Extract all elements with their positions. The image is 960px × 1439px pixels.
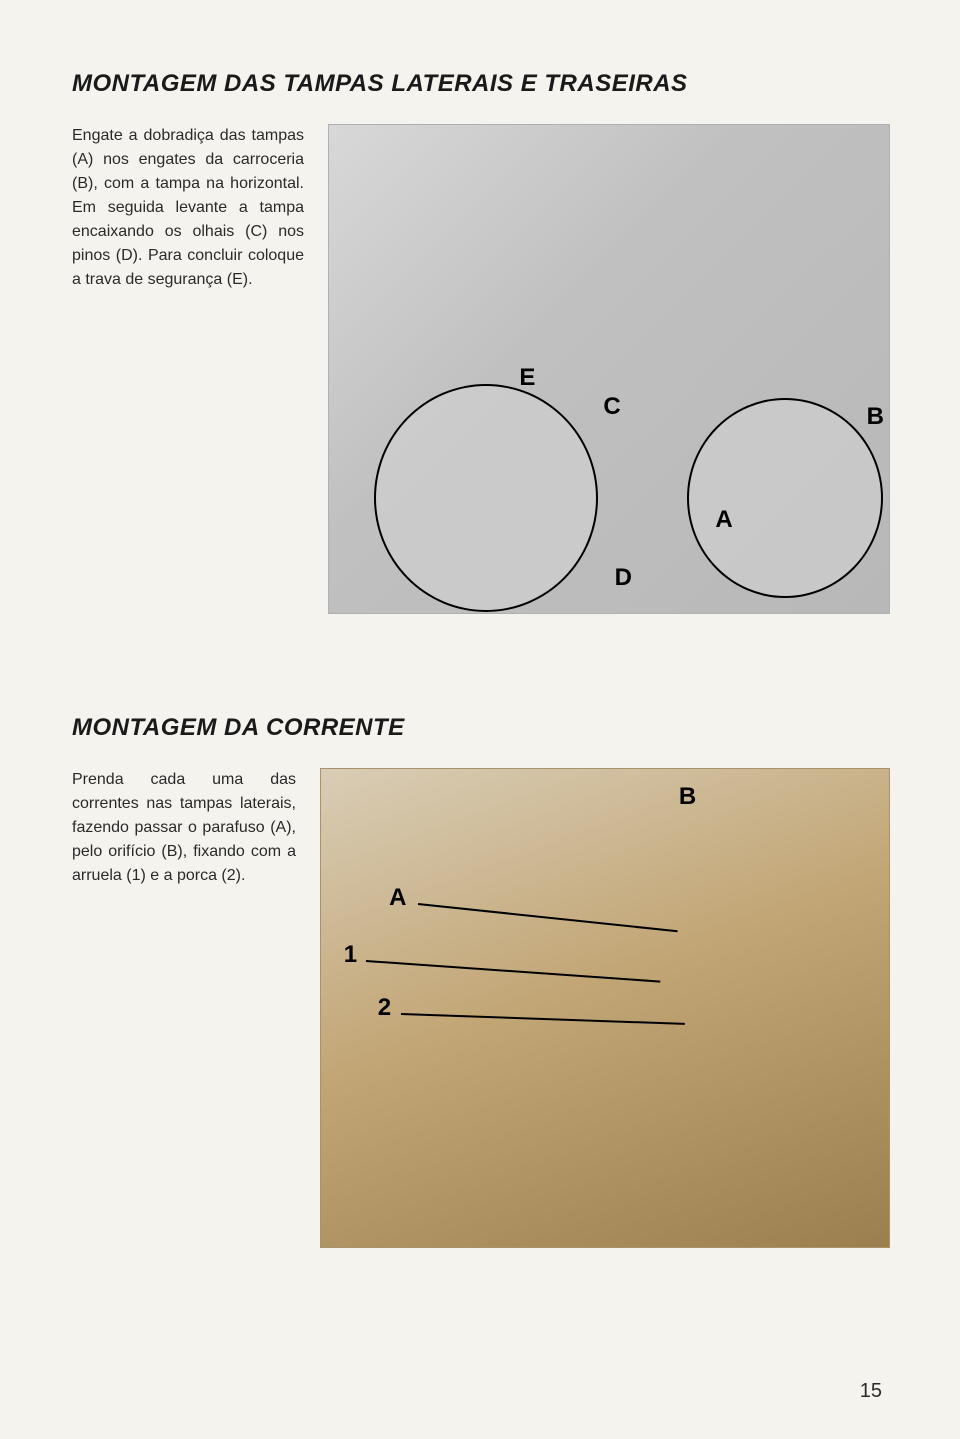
section1-title: MONTAGEM DAS TAMPAS LATERAIS E TRASEIRAS <box>72 70 890 98</box>
figure-label-B: B <box>867 403 884 431</box>
figure2-label-2: 2 <box>378 994 391 1022</box>
section1-figure: E C B A D <box>328 124 890 614</box>
page-number: 15 <box>860 1380 882 1403</box>
figure-label-A: A <box>715 506 732 534</box>
section2-text-column: Prenda cada uma das correntes nas tampas… <box>72 768 296 888</box>
section2-title: MONTAGEM DA CORRENTE <box>72 714 890 742</box>
detail-circle-right <box>687 398 883 598</box>
figure2-label-A: A <box>389 884 406 912</box>
section1-row: Engate a dobradiça das tampas (A) nos en… <box>72 124 890 614</box>
section-2: MONTAGEM DA CORRENTE Prenda cada uma das… <box>72 714 890 1248</box>
figure-label-E: E <box>519 364 535 392</box>
section2-row: Prenda cada uma das correntes nas tampas… <box>72 768 890 1248</box>
figure2-label-1: 1 <box>344 941 357 969</box>
section1-figure-column: E C B A D <box>328 124 890 614</box>
figure-label-C: C <box>603 393 620 421</box>
section2-figure: B A 1 2 <box>320 768 890 1248</box>
section2-paragraph: Prenda cada uma das correntes nas tampas… <box>72 768 296 888</box>
section1-text-column: Engate a dobradiça das tampas (A) nos en… <box>72 124 304 292</box>
leader-A <box>417 903 677 932</box>
leader-1 <box>366 960 661 983</box>
figure-label-D: D <box>615 564 632 592</box>
detail-circle-left <box>374 384 598 612</box>
figure2-label-B: B <box>679 783 696 811</box>
section1-paragraph: Engate a dobradiça das tampas (A) nos en… <box>72 124 304 292</box>
section-1: MONTAGEM DAS TAMPAS LATERAIS E TRASEIRAS… <box>72 70 890 614</box>
leader-2 <box>400 1013 684 1025</box>
section2-figure-column: B A 1 2 <box>320 768 890 1248</box>
